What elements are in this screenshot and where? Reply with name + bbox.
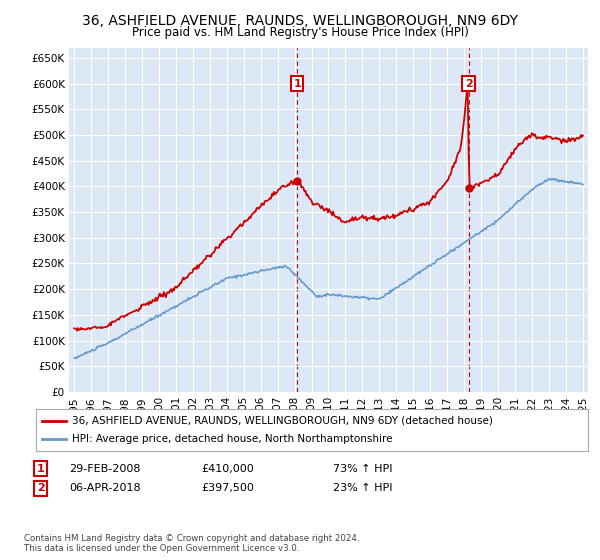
Text: 1: 1 [37, 464, 44, 474]
Text: 23% ↑ HPI: 23% ↑ HPI [333, 483, 392, 493]
Text: HPI: Average price, detached house, North Northamptonshire: HPI: Average price, detached house, Nort… [72, 434, 392, 444]
Text: 36, ASHFIELD AVENUE, RAUNDS, WELLINGBOROUGH, NN9 6DY (detached house): 36, ASHFIELD AVENUE, RAUNDS, WELLINGBORO… [72, 416, 493, 426]
Text: 73% ↑ HPI: 73% ↑ HPI [333, 464, 392, 474]
Text: 1: 1 [293, 78, 301, 88]
Text: 36, ASHFIELD AVENUE, RAUNDS, WELLINGBOROUGH, NN9 6DY: 36, ASHFIELD AVENUE, RAUNDS, WELLINGBORO… [82, 14, 518, 28]
Text: £410,000: £410,000 [201, 464, 254, 474]
Text: 29-FEB-2008: 29-FEB-2008 [69, 464, 140, 474]
Text: 2: 2 [37, 483, 44, 493]
Text: Price paid vs. HM Land Registry's House Price Index (HPI): Price paid vs. HM Land Registry's House … [131, 26, 469, 39]
Text: 06-APR-2018: 06-APR-2018 [69, 483, 140, 493]
Text: Contains HM Land Registry data © Crown copyright and database right 2024.
This d: Contains HM Land Registry data © Crown c… [24, 534, 359, 553]
Text: 2: 2 [465, 78, 473, 88]
Text: £397,500: £397,500 [201, 483, 254, 493]
